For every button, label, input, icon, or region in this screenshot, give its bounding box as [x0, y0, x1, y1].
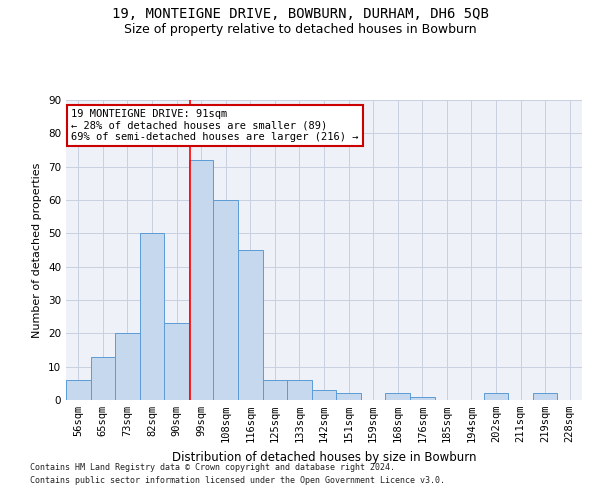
Text: 19 MONTEIGNE DRIVE: 91sqm
← 28% of detached houses are smaller (89)
69% of semi-: 19 MONTEIGNE DRIVE: 91sqm ← 28% of detac…: [71, 109, 359, 142]
Text: Contains HM Land Registry data © Crown copyright and database right 2024.: Contains HM Land Registry data © Crown c…: [30, 464, 395, 472]
Bar: [533, 394, 557, 400]
Bar: [287, 380, 312, 400]
Text: Contains public sector information licensed under the Open Government Licence v3: Contains public sector information licen…: [30, 476, 445, 485]
Y-axis label: Number of detached properties: Number of detached properties: [32, 162, 43, 338]
Bar: [189, 160, 214, 400]
Bar: [312, 390, 336, 400]
Bar: [115, 334, 140, 400]
Bar: [238, 250, 263, 400]
Text: Size of property relative to detached houses in Bowburn: Size of property relative to detached ho…: [124, 22, 476, 36]
Bar: [214, 200, 238, 400]
Bar: [263, 380, 287, 400]
Bar: [385, 394, 410, 400]
Bar: [66, 380, 91, 400]
Bar: [91, 356, 115, 400]
Bar: [336, 394, 361, 400]
Bar: [164, 324, 189, 400]
X-axis label: Distribution of detached houses by size in Bowburn: Distribution of detached houses by size …: [172, 450, 476, 464]
Text: 19, MONTEIGNE DRIVE, BOWBURN, DURHAM, DH6 5QB: 19, MONTEIGNE DRIVE, BOWBURN, DURHAM, DH…: [112, 8, 488, 22]
Bar: [410, 396, 434, 400]
Bar: [484, 394, 508, 400]
Bar: [140, 234, 164, 400]
